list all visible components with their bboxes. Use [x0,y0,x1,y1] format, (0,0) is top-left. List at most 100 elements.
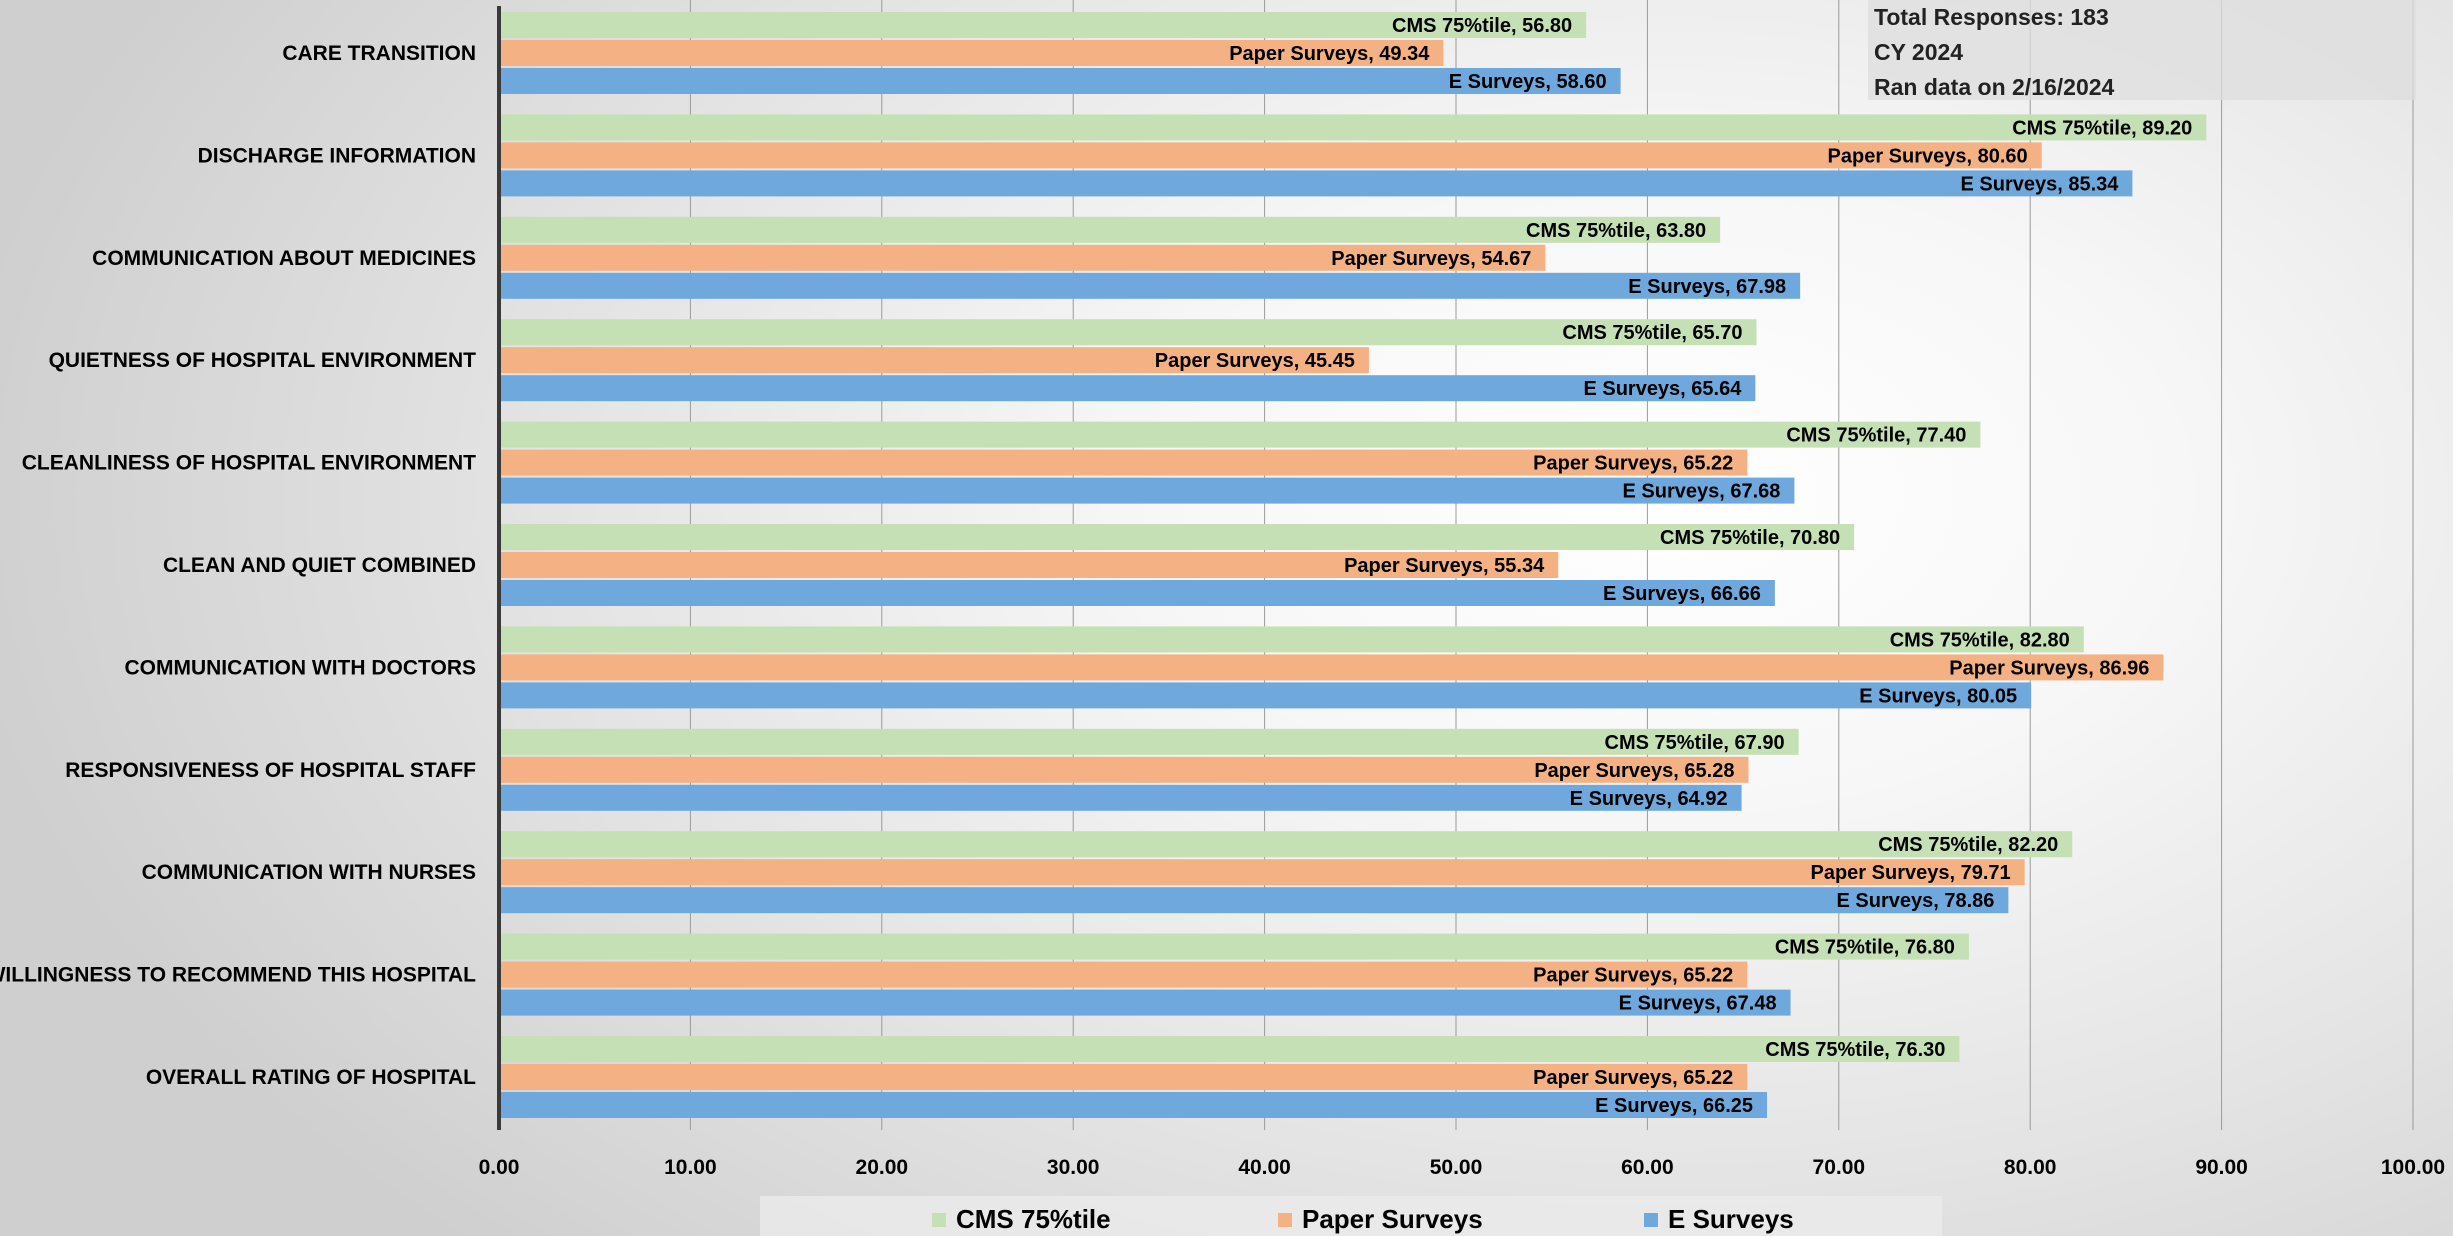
data-label-e: E Surveys, 78.86 [1836,890,1994,912]
data-label-paper: Paper Surveys, 65.22 [1533,965,1733,987]
x-tick-label: 90.00 [2195,1156,2248,1179]
data-label-cms: CMS 75%tile, 70.80 [1660,527,1840,549]
category-label: RESPONSIVENESS OF HOSPITAL STAFF [65,759,476,782]
data-label-paper: Paper Surveys, 65.28 [1534,760,1734,782]
data-label-e: E Surveys, 80.05 [1859,685,2017,707]
legend-swatch-cms [932,1212,946,1227]
bar-paper [501,347,1369,374]
data-label-paper: Paper Surveys, 55.34 [1344,555,1545,577]
data-label-paper: Paper Surveys, 79.71 [1811,862,2011,884]
data-label-cms: CMS 75%tile, 82.20 [1878,834,2058,856]
x-tick-label: 70.00 [1813,1156,1866,1179]
category-label: OVERALL RATING OF HOSPITAL [146,1066,476,1089]
category-label: COMMUNICATION WITH DOCTORS [124,656,476,679]
legend-label-cms: CMS 75%tile [956,1204,1111,1234]
bar-e [501,68,1621,94]
data-label-e: E Surveys, 66.66 [1603,583,1761,605]
category-label: CARE TRANSITION [282,42,476,65]
category-label: DISCHARGE INFORMATION [198,144,476,167]
x-tick-label: 10.00 [664,1156,717,1179]
category-label: QUIETNESS OF HOSPITAL ENVIRONMENT [49,349,477,372]
bar-cms [501,728,1799,755]
bar-cms [501,12,1587,38]
legend-label-paper: Paper Surveys [1302,1204,1483,1234]
legend-item-paper: Paper Surveys [1278,1204,1483,1235]
bar-paper [501,449,1748,476]
data-label-paper: Paper Surveys, 80.60 [1828,145,2028,167]
data-label-cms: CMS 75%tile, 67.90 [1605,732,1785,754]
bar-cms [501,421,1981,448]
category-label: CLEAN AND QUIET COMBINED [163,554,476,577]
calendar-year: CY 2024 [1874,39,1964,65]
x-tick-label: 30.00 [1047,1156,1100,1179]
bar-e [501,682,2032,709]
x-tick-label: 80.00 [2004,1156,2057,1179]
data-label-paper: Paper Surveys, 49.34 [1229,43,1430,65]
data-label-e: E Surveys, 85.34 [1961,173,2120,195]
bar-e [501,170,2133,197]
legend-label-e: E Surveys [1668,1204,1794,1234]
bar-paper [501,756,1749,783]
data-label-paper: Paper Surveys, 86.96 [1949,657,2149,679]
legend: CMS 75%tile Paper Surveys E Surveys [760,1196,1942,1236]
data-label-e: E Surveys, 66.25 [1595,1095,1753,1117]
bar-e [501,784,1742,811]
bar-e [501,1092,1768,1118]
bar-e [501,272,1801,299]
category-label: WILLINGNESS TO RECOMMEND THIS HOSPITAL [0,964,476,987]
data-label-e: E Surveys, 67.68 [1623,481,1781,503]
data-label-e: E Surveys, 58.60 [1449,71,1607,93]
bar-cms [501,1036,1960,1062]
legend-item-cms: CMS 75%tile [932,1204,1111,1235]
bar-paper [501,859,2025,886]
x-tick-label: 0.00 [479,1156,520,1179]
data-label-cms: CMS 75%tile, 63.80 [1526,220,1706,242]
data-label-cms: CMS 75%tile, 89.20 [2012,117,2192,139]
x-axis-ticks: 0.00 10.00 20.00 30.00 40.00 50.00 60.00 70.00 8… [479,1156,2446,1179]
bar-e [501,989,1791,1016]
x-tick-label: 20.00 [856,1156,909,1179]
data-label-cms: CMS 75%tile, 82.80 [1890,629,2070,651]
data-label-cms: CMS 75%tile, 56.80 [1392,15,1572,37]
bar-e [501,375,1756,402]
bar-e [501,477,1795,504]
bar-paper [501,552,1559,578]
category-label: COMMUNICATION ABOUT MEDICINES [92,247,476,270]
data-label-e: E Surveys, 67.98 [1628,276,1786,298]
bar-paper [501,244,1546,271]
bar-cms [501,933,1969,960]
x-tick-label: 100.00 [2381,1156,2445,1179]
bar-cms [501,114,2207,141]
bar-paper [501,654,2164,681]
data-label-paper: Paper Surveys, 45.45 [1155,350,1355,372]
category-label: CLEANLINESS OF HOSPITAL ENVIRONMENT [22,452,476,475]
info-box: Total Responses: 183 CY 2024 Ran data on… [1868,0,2416,100]
legend-swatch-paper [1278,1212,1292,1227]
bar-e [501,580,1775,606]
x-tick-label: 60.00 [1621,1156,1674,1179]
category-labels: CARE TRANSITION DISCHARGE INFORMATION COMM… [0,42,476,1089]
ran-date: Ran data on 2/16/2024 [1874,74,2115,100]
x-tick-label: 40.00 [1238,1156,1291,1179]
data-label-cms: CMS 75%tile, 76.30 [1765,1039,1945,1061]
legend-swatch-e [1644,1212,1658,1227]
bars: CMS 75%tile, 56.80 Paper Surveys, 49.34 E … [501,12,2207,1118]
data-label-e: E Surveys, 65.64 [1583,378,1742,400]
legend-item-e: E Surveys [1644,1204,1794,1235]
data-label-paper: Paper Surveys, 65.22 [1533,453,1733,475]
data-label-e: E Surveys, 67.48 [1619,993,1777,1015]
data-label-cms: CMS 75%tile, 65.70 [1562,322,1742,344]
bar-cms [501,216,1721,243]
data-label-e: E Surveys, 64.92 [1570,788,1728,810]
x-tick-label: 50.00 [1430,1156,1483,1179]
category-label: COMMUNICATION WITH NURSES [142,861,476,884]
total-responses: Total Responses: 183 [1874,4,2109,30]
bar-e [501,887,2009,914]
bar-paper [501,40,1444,66]
bar-paper [501,1064,1748,1090]
bar-paper [501,961,1748,988]
data-label-paper: Paper Surveys, 65.22 [1533,1067,1733,1089]
data-label-paper: Paper Surveys, 54.67 [1331,248,1531,270]
bar-paper [501,142,2042,169]
